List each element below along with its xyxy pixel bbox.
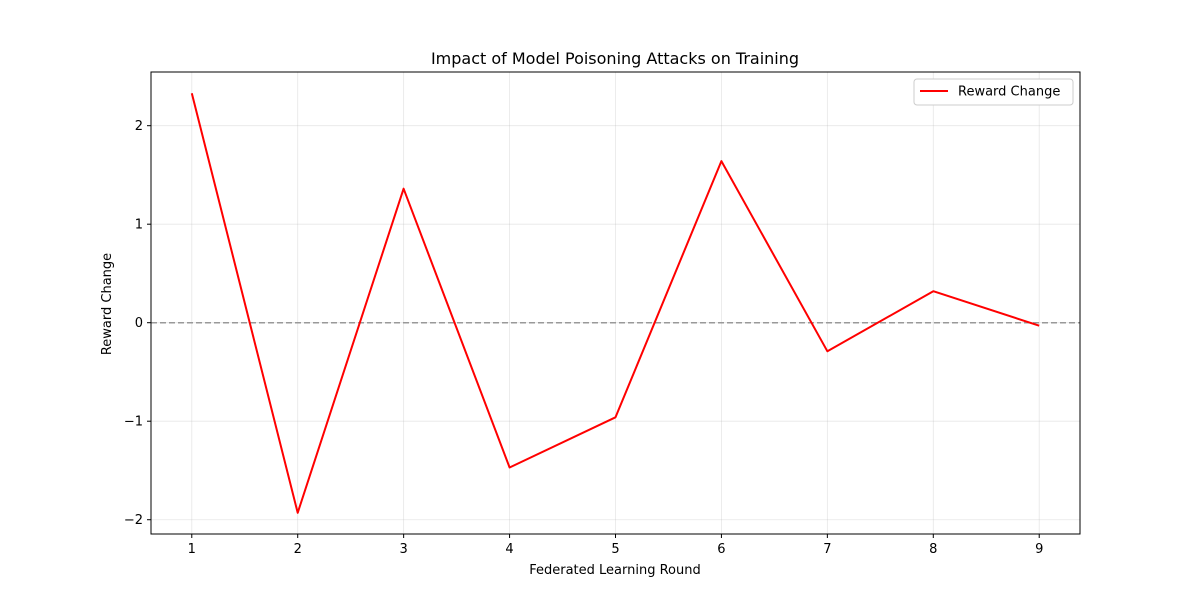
legend-box <box>913 78 1074 106</box>
y-tick-label: 0 <box>135 316 143 331</box>
x-tick-label: 1 <box>188 542 196 557</box>
y-tick-label: 2 <box>135 119 143 134</box>
y-tick-label: −1 <box>124 415 143 430</box>
x-axis-label: Federated Learning Round <box>529 563 701 578</box>
x-tick-label: 9 <box>1035 542 1043 557</box>
x-tick-label: 6 <box>717 542 725 557</box>
series-layer <box>190 92 1040 514</box>
y-tick-label: −2 <box>124 513 143 528</box>
x-tick-label: 3 <box>400 542 408 557</box>
ticks-layer: 1 2 3 4 5 6 7 8 9 −2 −1 0 1 2 <box>124 119 1044 557</box>
y-tick-label: 1 <box>135 218 143 233</box>
x-tick-label: 7 <box>823 542 831 557</box>
y-axis-label: Reward Change <box>100 253 115 355</box>
legend-label: Reward Change <box>958 85 1060 100</box>
legend: Reward Change <box>913 78 1074 106</box>
x-tick-label: 4 <box>505 542 513 557</box>
grid-layer <box>151 72 1080 534</box>
x-tick-label: 2 <box>294 542 302 557</box>
x-tick-label: 5 <box>611 542 619 557</box>
x-tick-label: 8 <box>929 542 937 557</box>
series-line-reward-change <box>190 92 1040 514</box>
chart-title: Impact of Model Poisoning Attacks on Tra… <box>431 49 799 68</box>
